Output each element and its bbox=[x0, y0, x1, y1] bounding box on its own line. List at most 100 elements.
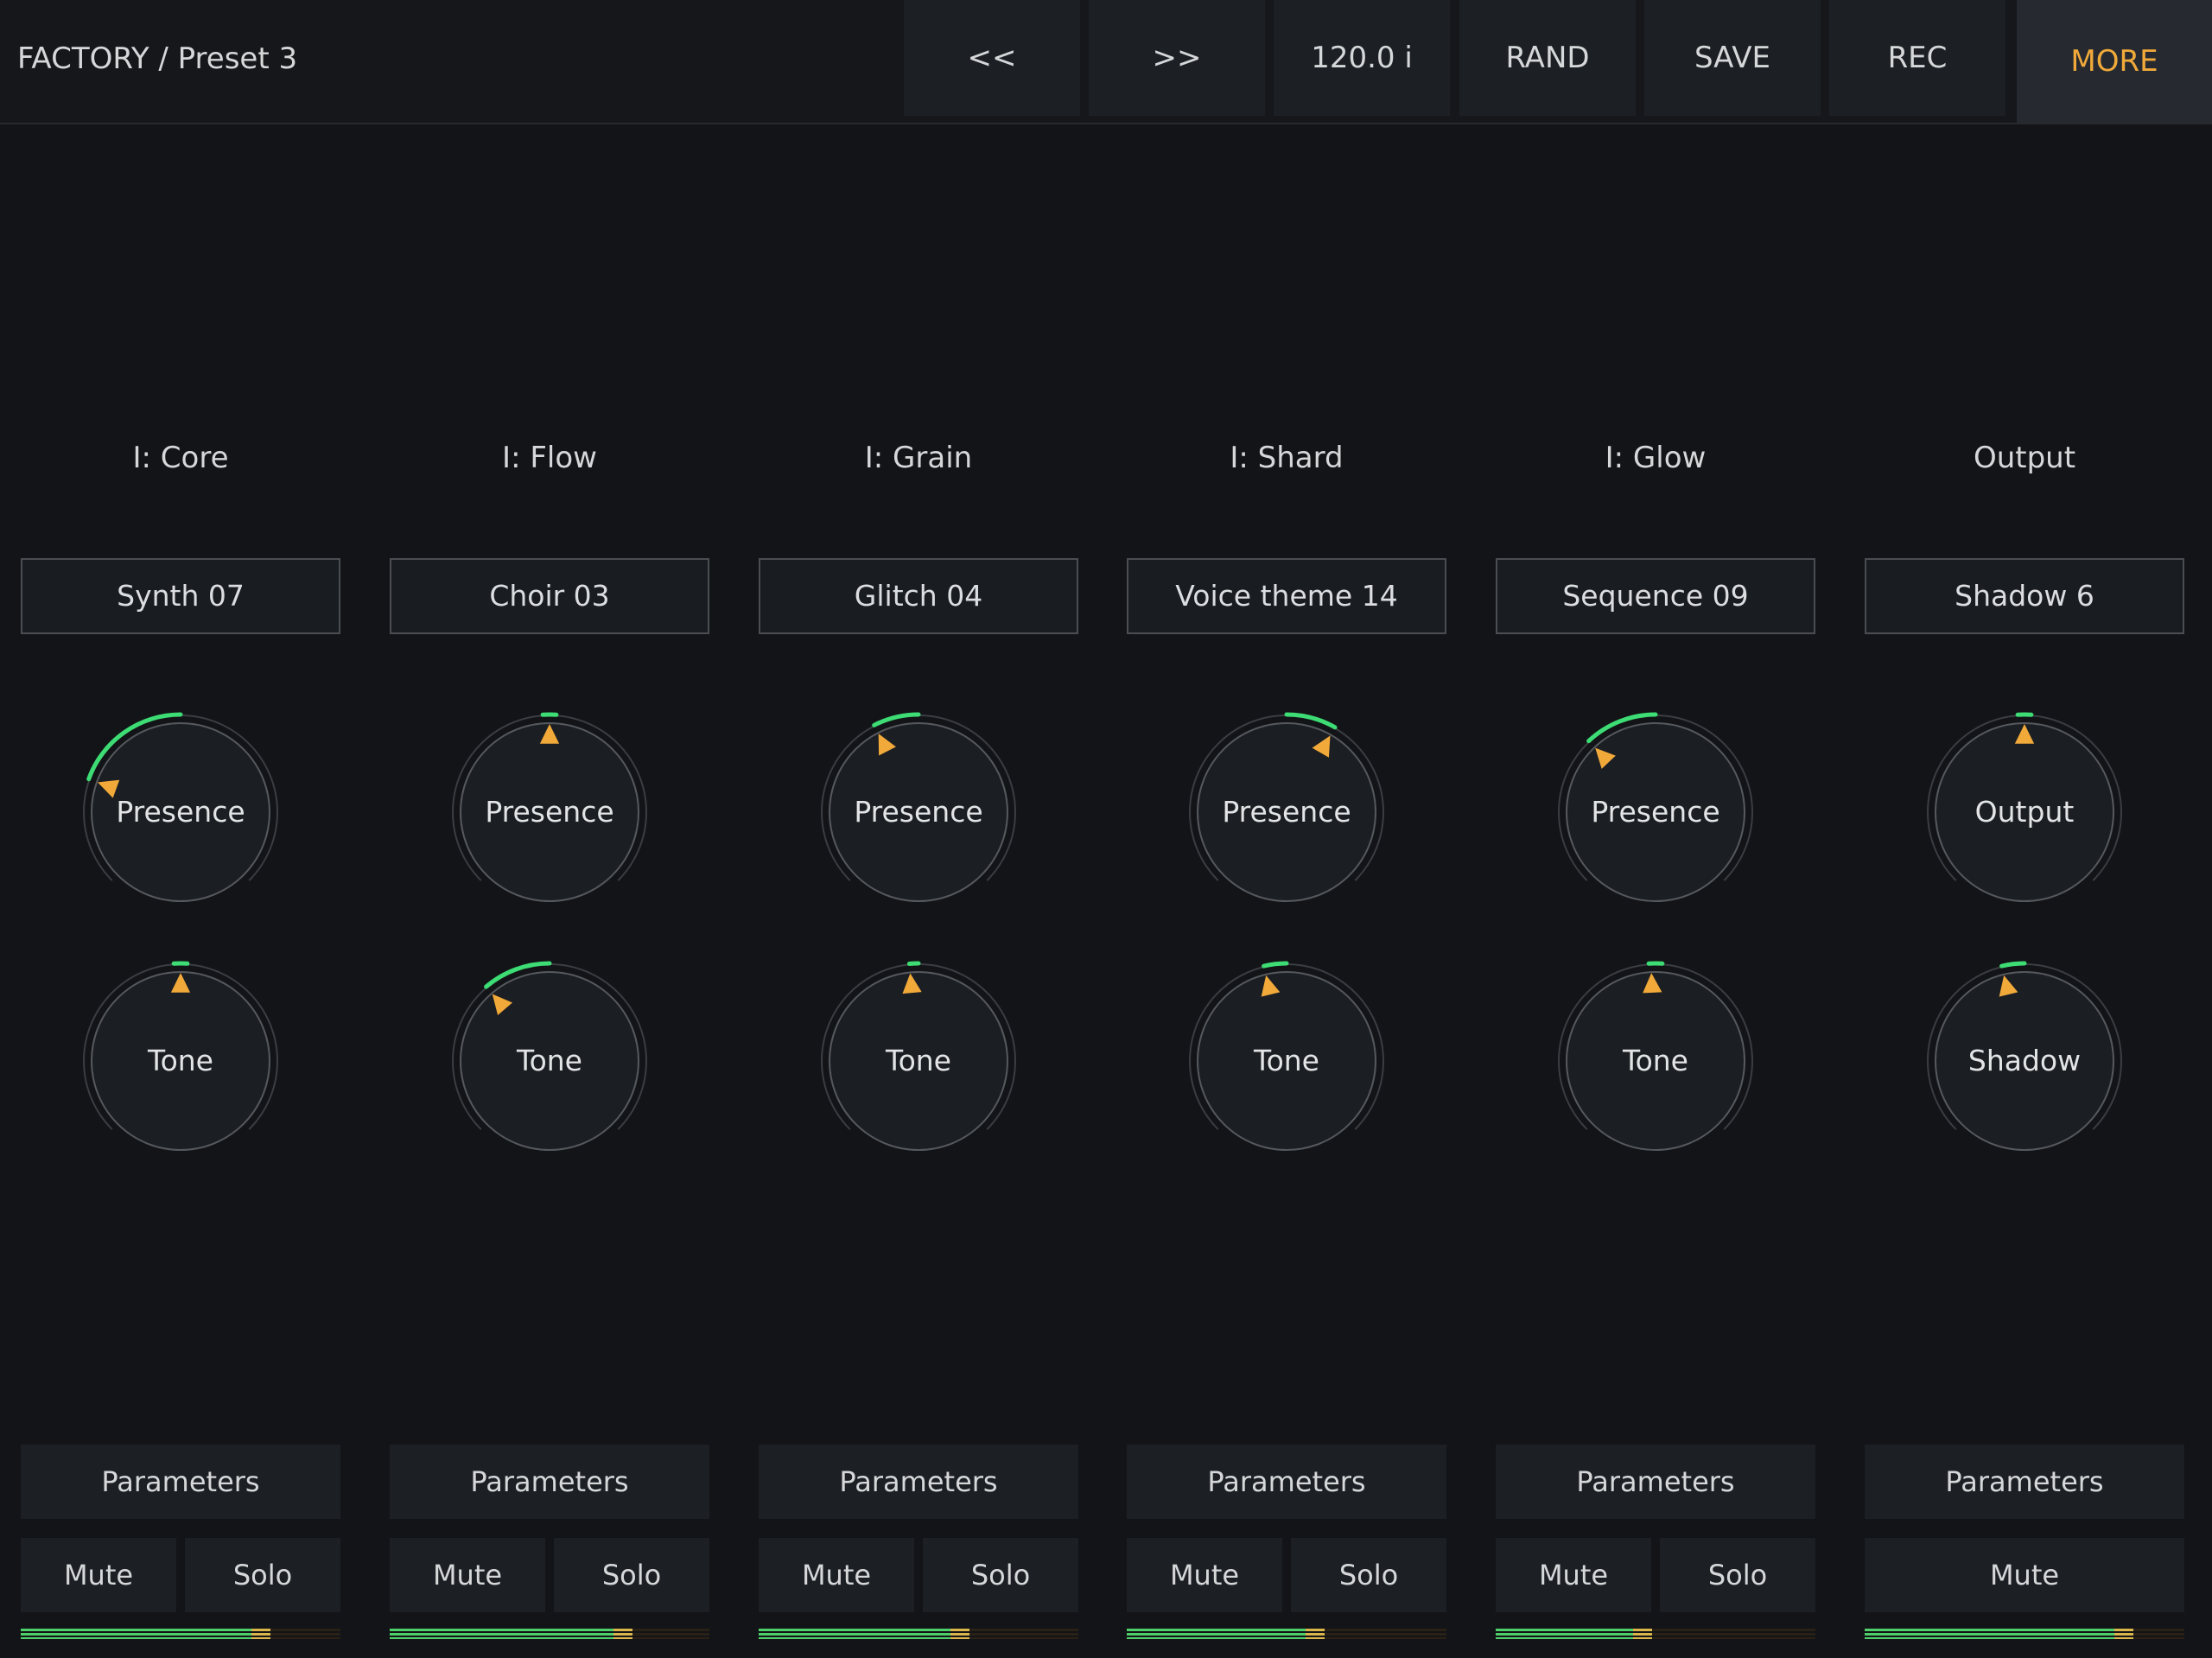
top-toolbar: FACTORY / Preset 3 << >> 120.0 i RAND SA… bbox=[0, 0, 2212, 124]
solo-button[interactable]: Solo bbox=[923, 1538, 1078, 1612]
meter-peak bbox=[1306, 1629, 1325, 1639]
solo-button[interactable]: Solo bbox=[1660, 1538, 1815, 1612]
parameters-button[interactable]: Parameters bbox=[1127, 1445, 1446, 1519]
level-meter bbox=[759, 1629, 1078, 1639]
knob-body bbox=[829, 971, 1008, 1151]
channel-strip: I: Shard Voice theme 14 Presence Tone Pa… bbox=[1127, 0, 1446, 1658]
knob-value-arc bbox=[1586, 712, 1658, 744]
parameters-button[interactable]: Parameters bbox=[21, 1445, 340, 1519]
mute-button[interactable]: Mute bbox=[1127, 1538, 1282, 1612]
meter-peak bbox=[950, 1629, 970, 1639]
knob-pointer-icon bbox=[878, 734, 896, 756]
parameters-button[interactable]: Parameters bbox=[390, 1445, 709, 1519]
channel-preset-selector[interactable]: Sequence 09 bbox=[1496, 558, 1815, 634]
knob-body bbox=[1566, 971, 1745, 1151]
knob-value-arc bbox=[1999, 961, 2027, 969]
knob-pointer-icon bbox=[1261, 975, 1281, 997]
knob-body bbox=[1566, 722, 1745, 902]
parameters-button[interactable]: Parameters bbox=[1865, 1445, 2184, 1519]
output-knob[interactable]: Output bbox=[1921, 708, 2128, 916]
level-meter bbox=[21, 1629, 340, 1639]
parameters-button[interactable]: Parameters bbox=[1496, 1445, 1815, 1519]
knob-pointer-icon bbox=[539, 724, 560, 744]
channel-title: I: Flow bbox=[502, 441, 597, 475]
solo-button[interactable]: Solo bbox=[554, 1538, 709, 1612]
meter-fill bbox=[1496, 1629, 1653, 1639]
tone-knob[interactable]: Tone bbox=[1183, 957, 1390, 1165]
solo-button[interactable]: Solo bbox=[185, 1538, 340, 1612]
meter-peak bbox=[2113, 1629, 2133, 1639]
knob-pointer-icon bbox=[98, 779, 120, 798]
channel-preset-selector[interactable]: Glitch 04 bbox=[759, 558, 1078, 634]
knob-pointer-icon bbox=[1643, 973, 1662, 994]
knob-body bbox=[1197, 722, 1376, 902]
mute-button[interactable]: Mute bbox=[21, 1538, 176, 1612]
level-meter bbox=[1496, 1629, 1815, 1639]
channel-strip: I: Core Synth 07 Presence Tone Parameter… bbox=[21, 0, 340, 1658]
meter-fill bbox=[21, 1629, 270, 1639]
presence-knob[interactable]: Presence bbox=[1552, 708, 1759, 916]
channel-title: Output bbox=[1973, 441, 2076, 475]
knob-body bbox=[460, 722, 639, 902]
mute-button[interactable]: Mute bbox=[1496, 1538, 1651, 1612]
knob-pointer-icon bbox=[902, 973, 922, 994]
level-meter bbox=[390, 1629, 709, 1639]
tone-knob[interactable]: Tone bbox=[815, 957, 1022, 1165]
meter-peak bbox=[613, 1629, 633, 1639]
knob-value-arc bbox=[484, 961, 552, 989]
meter-fill bbox=[390, 1629, 633, 1639]
presence-knob[interactable]: Presence bbox=[815, 708, 1022, 916]
tone-knob[interactable]: Tone bbox=[1552, 957, 1759, 1165]
knob-value-arc bbox=[86, 712, 183, 782]
channel-title: I: Shard bbox=[1230, 441, 1344, 475]
presence-knob[interactable]: Presence bbox=[77, 708, 284, 916]
knob-value-arc bbox=[1262, 961, 1289, 969]
mute-button[interactable]: Mute bbox=[1865, 1538, 2184, 1612]
level-meter bbox=[1127, 1629, 1446, 1639]
preset-title[interactable]: FACTORY / Preset 3 bbox=[17, 41, 298, 76]
knob-pointer-icon bbox=[170, 973, 191, 993]
save-button[interactable]: SAVE bbox=[1644, 0, 1821, 116]
solo-button[interactable]: Solo bbox=[1291, 1538, 1446, 1612]
knob-body bbox=[1197, 971, 1376, 1151]
tempo-button[interactable]: 120.0 i bbox=[1274, 0, 1450, 116]
knob-pointer-icon bbox=[1595, 747, 1616, 769]
channel-strip-output: Output Shadow 6 Output Shadow Parameters… bbox=[1865, 0, 2184, 1658]
channel-strip: I: Glow Sequence 09 Presence Tone Parame… bbox=[1496, 0, 1815, 1658]
tone-knob[interactable]: Tone bbox=[446, 957, 653, 1165]
level-meter bbox=[1865, 1629, 2184, 1639]
mute-button[interactable]: Mute bbox=[759, 1538, 914, 1612]
randomize-button[interactable]: RAND bbox=[1459, 0, 1636, 116]
knob-body bbox=[91, 971, 270, 1151]
channel-preset-selector[interactable]: Choir 03 bbox=[390, 558, 709, 634]
channel-preset-selector[interactable]: Shadow 6 bbox=[1865, 558, 2184, 634]
meter-peak bbox=[251, 1629, 270, 1639]
knob-pointer-icon bbox=[1312, 735, 1331, 758]
presence-knob[interactable]: Presence bbox=[446, 708, 653, 916]
knob-value-arc bbox=[1284, 712, 1338, 730]
knob-body bbox=[829, 722, 1008, 902]
presence-knob[interactable]: Presence bbox=[1183, 708, 1390, 916]
knob-pointer-icon bbox=[2014, 724, 2035, 744]
knob-value-arc bbox=[872, 712, 921, 727]
channel-title: I: Core bbox=[132, 441, 229, 475]
knob-value-arc bbox=[906, 961, 921, 966]
shadow-knob[interactable]: Shadow bbox=[1921, 957, 2128, 1165]
next-preset-button[interactable]: >> bbox=[1089, 0, 1265, 116]
channel-preset-selector[interactable]: Voice theme 14 bbox=[1127, 558, 1446, 634]
previous-preset-button[interactable]: << bbox=[904, 0, 1080, 116]
parameters-button[interactable]: Parameters bbox=[759, 1445, 1078, 1519]
knob-body bbox=[1935, 971, 2114, 1151]
knob-pointer-icon bbox=[492, 994, 513, 1015]
record-button[interactable]: REC bbox=[1829, 0, 2005, 116]
mute-button[interactable]: Mute bbox=[390, 1538, 545, 1612]
meter-fill bbox=[1127, 1629, 1325, 1639]
knob-body bbox=[1935, 722, 2114, 902]
tone-knob[interactable]: Tone bbox=[77, 957, 284, 1165]
more-button[interactable]: MORE bbox=[2017, 0, 2212, 123]
knob-pointer-icon bbox=[1999, 975, 2018, 997]
channel-title: I: Grain bbox=[864, 441, 973, 475]
channel-preset-selector[interactable]: Synth 07 bbox=[21, 558, 340, 634]
knob-body bbox=[460, 971, 639, 1151]
channel-strip: I: Flow Choir 03 Presence Tone Parameter… bbox=[390, 0, 709, 1658]
